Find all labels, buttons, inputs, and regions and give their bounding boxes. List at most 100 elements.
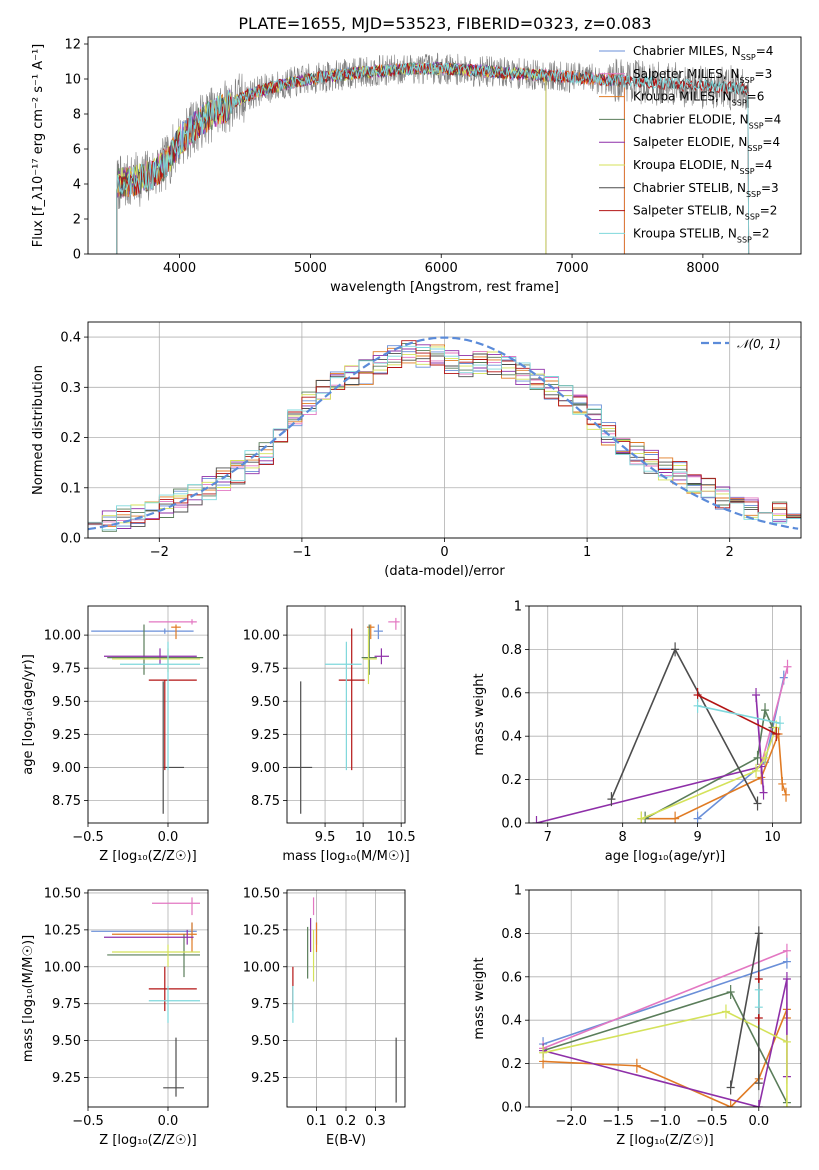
x-axis-label: (data-model)/error [384, 564, 505, 579]
x-tick-label: 0.3 [365, 1114, 386, 1129]
axes-frame [87, 36, 802, 255]
legend-label: Salpeter MILES, NSSP=3 [633, 67, 772, 85]
weight-point [726, 1080, 735, 1095]
x-axis-label: mass [log₁₀(M/M☉)] [282, 849, 409, 864]
y-axis-label: Normed distribution [31, 365, 46, 495]
weight-point [782, 787, 791, 802]
x-tick-label: 0.2 [336, 1114, 357, 1129]
y-tick-label: 9.50 [52, 1034, 81, 1049]
y-tick-label: 0.3 [60, 381, 81, 396]
x-tick-label: −0.5 [72, 830, 104, 845]
residual-histogram [88, 353, 801, 527]
plot-area [88, 336, 801, 532]
plot-area [288, 617, 400, 814]
weight-point [726, 984, 735, 999]
y-axis-label: mass [log₁₀(M/M☉)] [21, 935, 36, 1062]
y-axis-label: Flux [f_λ10⁻¹⁷ erg cm⁻² s⁻¹ A⁻¹] [31, 44, 46, 248]
x-tick-label: −1.5 [602, 1114, 634, 1129]
y-tick-label: 0.4 [60, 331, 81, 346]
figure-title: PLATE=1655, MJD=53523, FIBERID=0323, z=0… [238, 14, 651, 33]
x-axis-label: Z [log₁₀(Z/Z☉)] [99, 1133, 196, 1148]
y-tick-label: 9.25 [52, 1071, 81, 1086]
x-tick-label: −1.0 [649, 1114, 681, 1129]
plot-area [116, 52, 750, 254]
x-axis-label: wavelength [Angstrom, rest frame] [330, 280, 559, 295]
weight-point [754, 982, 763, 997]
x-axis-label: E(B-V) [326, 1133, 366, 1148]
axes-frame [286, 605, 406, 824]
y-tick-label: 4 [73, 178, 81, 193]
y-tick-label: 0.6 [501, 686, 522, 701]
weight-point [721, 1004, 730, 1019]
legend-label: Kroupa ELODIE, NSSP=4 [633, 158, 772, 176]
x-tick-label: 10.5 [387, 830, 416, 845]
weight-series-line [641, 727, 778, 820]
weight-point [693, 811, 702, 823]
y-tick-label: 10.00 [44, 960, 81, 975]
x-tick-label: −2 [150, 545, 169, 560]
x-tick-label: 8000 [686, 261, 719, 276]
weight-series-line [760, 666, 789, 765]
weight-point [754, 1076, 763, 1091]
weight-point [761, 750, 770, 765]
legend-label: Salpeter STELIB, NSSP=2 [633, 204, 777, 222]
axes-frame [286, 889, 406, 1108]
x-axis-label: age [log₁₀(age/yr)] [605, 849, 726, 864]
x-tick-label: 0.0 [158, 830, 179, 845]
weight-point [754, 1100, 763, 1107]
y-tick-label: 10.00 [243, 629, 280, 644]
weight-series-line [641, 733, 787, 820]
weight-point [761, 703, 770, 718]
y-tick-label: 9.75 [251, 997, 280, 1012]
axes-frame [528, 605, 802, 824]
x-tick-label: 9.5 [315, 830, 336, 845]
y-tick-label: 9.25 [52, 728, 81, 743]
weight-point [759, 785, 768, 800]
y-tick-label: 10 [64, 73, 81, 88]
y-tick-label: 10.50 [44, 886, 81, 901]
y-tick-label: 0.0 [60, 532, 81, 547]
x-tick-label: −1 [292, 545, 311, 560]
weight-series-line [644, 707, 774, 820]
x-tick-label: 10 [355, 830, 372, 845]
weight-point [782, 1034, 791, 1049]
axes-frame [87, 605, 209, 824]
weight-series-line [542, 1010, 788, 1107]
x-tick-label: 0.1 [306, 1114, 327, 1129]
x-tick-label: 10 [764, 830, 781, 845]
y-axis-label: mass weight [472, 673, 487, 755]
plot-area [91, 619, 204, 814]
y-tick-label: 0.4 [501, 730, 522, 745]
x-tick-label: 0.0 [748, 1114, 769, 1129]
y-tick-label: 0.6 [501, 970, 522, 985]
legend-label: Kroupa STELIB, NSSP=2 [633, 226, 770, 244]
x-tick-label: 0 [440, 545, 448, 560]
axes-frame [87, 889, 209, 1108]
weight-point [632, 1058, 641, 1073]
weight-point [782, 971, 791, 986]
y-tick-label: 9.75 [52, 997, 81, 1012]
x-tick-label: 9 [693, 830, 701, 845]
spectrum-model-line [116, 61, 547, 254]
y-tick-label: 9.75 [251, 662, 280, 677]
y-tick-label: 9.00 [251, 761, 280, 776]
panel-mass-vs-EBV: 0.1 0.2 0.3 9.25 9.50 9.75 10.00 10.25 10.50 E(B-… [243, 886, 406, 1148]
weight-series-line [610, 647, 759, 804]
weight-point [671, 811, 680, 823]
y-tick-label: 1 [514, 884, 522, 899]
spectrum-model-line [116, 62, 625, 254]
weight-point [778, 776, 787, 791]
y-tick-label: 0.4 [501, 1014, 522, 1029]
x-axis-label: Z [log₁₀(Z/Z☉)] [616, 1133, 713, 1148]
y-tick-label: 2 [73, 213, 81, 228]
y-tick-label: 9.25 [251, 728, 280, 743]
weight-point [607, 792, 616, 807]
plot-area [532, 642, 792, 823]
y-tick-label: 10.00 [243, 960, 280, 975]
x-tick-label: −0.5 [696, 1114, 728, 1129]
panel-age-vs-Z: −0.5 0.0 8.75 9.00 9.25 9.50 9.75 10.00 Z [log₁₀… [21, 605, 209, 864]
x-tick-label: 1 [583, 545, 591, 560]
axes-frame [87, 321, 802, 539]
y-tick-label: 9.50 [251, 1034, 280, 1049]
panel-weight-vs-Z: −2.0 −1.5 −1.0 −0.5 0.0 0.0 0.2 0.4 0.6 0.8 1 Z [lo… [472, 884, 802, 1148]
